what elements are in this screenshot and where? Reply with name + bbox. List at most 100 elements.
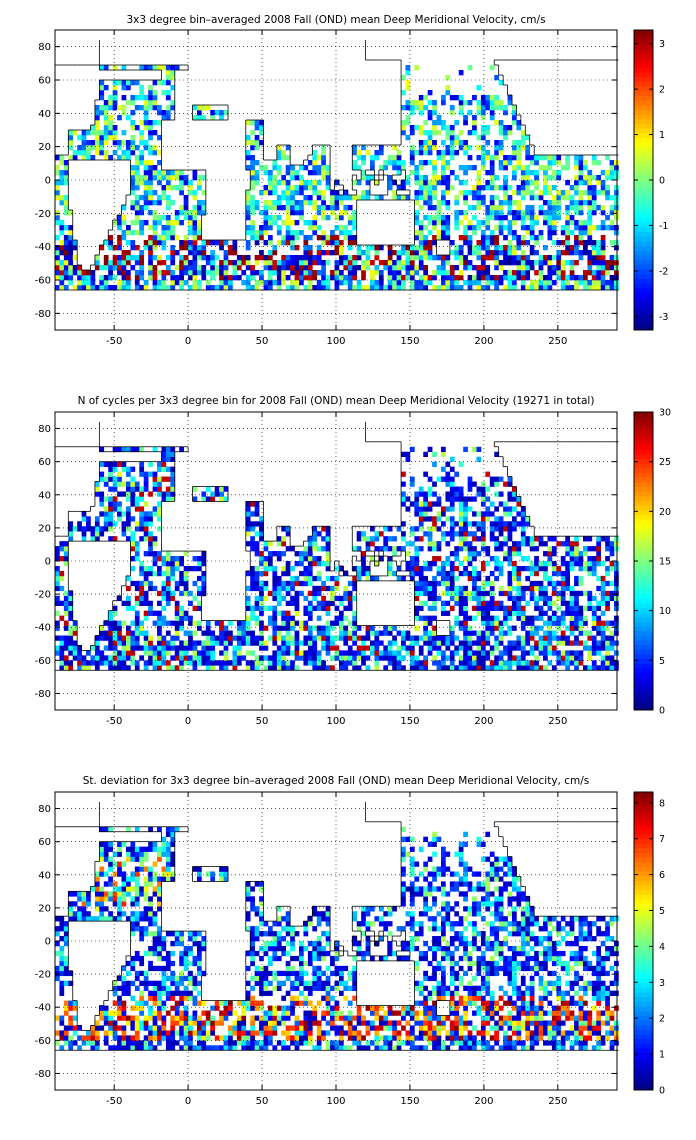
bin-cell [157, 175, 162, 181]
bin-cell [201, 240, 207, 246]
bin-cell [476, 105, 482, 111]
bin-cell [445, 160, 451, 166]
bin-cell [125, 650, 131, 656]
bin-cell [352, 215, 358, 221]
bin-cell [299, 580, 304, 587]
bin-cell [343, 660, 349, 666]
bin-cell [316, 531, 322, 537]
bin-cell [334, 240, 340, 246]
bin-cell [498, 541, 504, 547]
bin-cell [556, 155, 562, 161]
bin-cell [467, 541, 473, 547]
bin-cell [130, 100, 136, 106]
bin-cell [170, 185, 176, 191]
bin-cell [161, 270, 167, 276]
bin-cell [409, 541, 415, 547]
bin-cell [503, 200, 508, 206]
bin-cell [267, 275, 273, 281]
bin-cell [157, 180, 162, 186]
bin-cell [361, 260, 366, 266]
bin-cell [170, 655, 176, 661]
bin-cell [529, 205, 535, 211]
bin-cell [547, 235, 553, 241]
bin-cell [378, 655, 384, 661]
bin-cell [374, 255, 380, 261]
bin-cell [63, 541, 69, 547]
bin-cell [543, 275, 548, 281]
bin-cell [188, 660, 193, 666]
bin-cell [423, 615, 428, 621]
bin-cell [170, 481, 176, 487]
bin-cell [454, 551, 460, 557]
bin-cell [259, 640, 264, 646]
bin-cell [157, 240, 162, 246]
bin-cell [245, 516, 251, 522]
bin-cell [538, 275, 544, 281]
bin-cell [334, 260, 340, 266]
bin-cell [112, 105, 118, 111]
bin-cell [117, 220, 122, 226]
bin-cell [125, 600, 131, 606]
bin-cell [414, 665, 420, 671]
bin-cell [587, 285, 593, 291]
bin-cell [463, 655, 468, 661]
bin-cell [165, 90, 171, 96]
bin-cell [312, 655, 318, 661]
bin-cell [267, 655, 273, 661]
bin-cell [157, 526, 162, 532]
bin-cell [223, 625, 229, 631]
bin-cell [547, 205, 553, 211]
bin-cell [196, 255, 202, 261]
bin-cell [125, 625, 131, 631]
bin-cell [427, 195, 433, 201]
bin-cell [148, 195, 153, 201]
bin-cell [139, 561, 145, 567]
bin-cell [485, 155, 491, 161]
bin-cell [68, 245, 74, 251]
bin-cell [596, 240, 602, 246]
bin-cell [489, 570, 495, 577]
bin-cell [152, 95, 158, 101]
bin-cell [196, 175, 202, 181]
bin-cell [272, 245, 278, 251]
colorbar-segment [634, 128, 653, 134]
bin-cell [183, 195, 189, 201]
bin-cell [441, 640, 446, 646]
bin-cell [103, 155, 109, 161]
bin-cell [121, 481, 127, 487]
bin-cell [259, 595, 264, 602]
bin-cell [414, 625, 420, 631]
bin-cell [511, 270, 517, 276]
bin-cell [392, 536, 397, 542]
bin-cell [325, 536, 331, 542]
bin-cell [117, 501, 122, 507]
bin-cell [529, 210, 535, 216]
bin-cell [241, 630, 247, 636]
bin-cell [534, 180, 539, 186]
bin-cell [316, 285, 322, 291]
bin-cell [441, 511, 446, 517]
bin-cell [165, 665, 171, 671]
bin-cell [503, 275, 508, 281]
bin-cell [365, 575, 371, 582]
bin-cell [94, 481, 100, 487]
bin-cell [485, 561, 491, 567]
bin-cell [418, 195, 424, 201]
bin-cell [401, 536, 406, 542]
bin-cell [445, 75, 451, 81]
bin-cell [352, 620, 358, 626]
bin-cell [405, 100, 411, 106]
bin-cell [165, 476, 171, 482]
bin-cell [188, 185, 193, 191]
bin-cell [520, 265, 526, 271]
bin-cell [534, 270, 539, 276]
bin-cell [188, 225, 193, 231]
bin-cell [605, 260, 610, 266]
bin-cell [170, 645, 176, 651]
bin-cell [139, 120, 145, 126]
bin-cell [192, 265, 198, 271]
bin-cell [374, 250, 380, 256]
bin-cell [201, 630, 207, 636]
bin-cell [148, 660, 153, 666]
bin-cell [312, 635, 318, 641]
